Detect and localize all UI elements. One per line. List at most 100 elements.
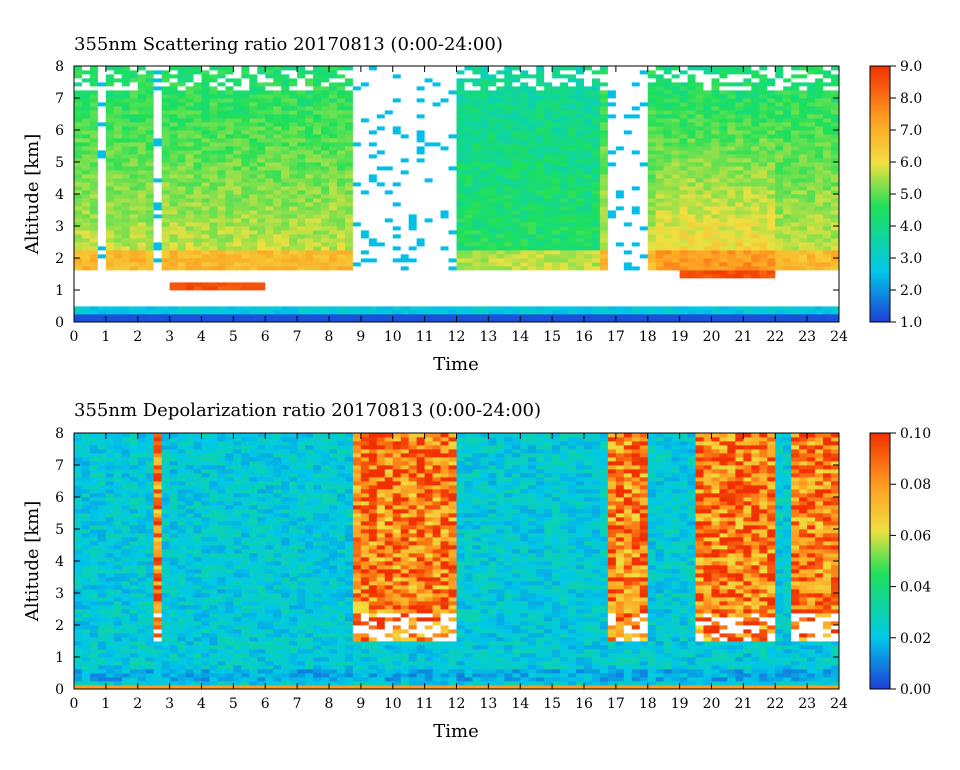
heatmap-cell xyxy=(520,86,529,91)
heatmap-cell xyxy=(647,70,657,75)
heatmap-cell xyxy=(496,258,505,263)
heatmap-cell xyxy=(241,274,250,279)
heatmap-cell xyxy=(432,66,441,71)
heatmap-cell xyxy=(81,318,91,322)
heatmap-cell xyxy=(408,206,418,211)
heatmap-cell xyxy=(424,82,433,87)
heatmap-cell xyxy=(456,234,465,239)
heatmap-cell xyxy=(544,162,553,167)
heatmap-cell xyxy=(249,294,258,299)
heatmap-cell xyxy=(552,114,561,119)
heatmap-cell xyxy=(289,142,298,147)
heatmap-cell xyxy=(74,178,83,183)
heatmap-cell xyxy=(329,254,338,259)
heatmap-cell xyxy=(424,178,433,183)
heatmap-cell xyxy=(544,122,553,127)
heatmap-cell xyxy=(408,190,418,195)
heatmap-cell xyxy=(599,290,609,295)
heatmap-cell xyxy=(552,258,561,263)
heatmap-cell xyxy=(289,90,298,95)
heatmap-cell xyxy=(145,222,155,227)
heatmap-cell xyxy=(384,106,394,111)
heatmap-cell xyxy=(512,98,521,103)
heatmap-cell xyxy=(384,102,394,107)
heatmap-cell xyxy=(161,166,171,171)
heatmap-cell xyxy=(161,226,171,231)
heatmap-cell xyxy=(185,82,194,87)
heatmap-cell xyxy=(161,138,171,143)
heatmap-cell xyxy=(400,142,410,147)
heatmap-cell xyxy=(113,110,123,115)
heatmap-cell xyxy=(297,178,306,183)
heatmap-cell xyxy=(687,106,696,111)
heatmap-cell xyxy=(249,290,258,295)
heatmap-cell xyxy=(129,262,139,267)
heatmap-cell xyxy=(663,274,673,279)
heatmap-cell xyxy=(544,146,553,151)
heatmap-cell xyxy=(584,206,593,211)
heatmap-cell xyxy=(408,158,418,163)
heatmap-cell xyxy=(265,230,274,235)
heatmap-cell xyxy=(440,110,449,115)
heatmap-cell xyxy=(432,266,441,271)
heatmap-cell xyxy=(97,174,107,179)
heatmap-cell xyxy=(177,270,186,275)
heatmap-cell xyxy=(121,282,131,287)
heatmap-cell xyxy=(607,266,617,271)
heatmap-cell xyxy=(360,98,370,103)
heatmap-cell xyxy=(480,314,489,319)
heatmap-cell xyxy=(209,254,218,259)
heatmap-cell xyxy=(400,194,410,199)
heatmap-cell xyxy=(679,70,688,75)
heatmap-cell xyxy=(193,286,202,291)
heatmap-cell xyxy=(472,270,481,275)
heatmap-cell xyxy=(281,110,290,115)
heatmap-cell xyxy=(217,286,226,291)
heatmap-cell xyxy=(520,286,529,291)
heatmap-cell xyxy=(161,238,171,243)
heatmap-cell xyxy=(663,198,673,203)
heatmap-cell xyxy=(448,86,457,91)
heatmap-cell xyxy=(81,118,91,123)
heatmap-cell xyxy=(249,310,258,315)
heatmap-cell xyxy=(137,70,147,75)
heatmap-cell xyxy=(392,286,402,291)
heatmap-cell xyxy=(368,246,378,251)
heatmap-cell xyxy=(169,222,178,227)
heatmap-cell xyxy=(113,130,123,135)
heatmap-cell xyxy=(185,262,194,267)
heatmap-cell xyxy=(360,90,370,95)
heatmap-cell xyxy=(480,142,489,147)
heatmap-cell xyxy=(504,74,513,79)
heatmap-cell xyxy=(74,106,83,111)
heatmap-cell xyxy=(536,290,545,295)
heatmap-cell xyxy=(408,74,418,79)
heatmap-cell xyxy=(137,282,147,287)
heatmap-cell xyxy=(432,166,441,171)
heatmap-cell xyxy=(297,126,306,131)
heatmap-cell xyxy=(201,246,210,251)
heatmap-cell xyxy=(424,194,433,199)
heatmap-cell xyxy=(352,298,362,303)
heatmap-cell xyxy=(105,262,115,267)
heatmap-cell xyxy=(74,158,83,163)
heatmap-cell xyxy=(448,118,457,123)
heatmap-cell xyxy=(201,114,210,119)
heatmap-cell xyxy=(599,306,609,311)
heatmap-cell xyxy=(297,282,306,287)
heatmap-cell xyxy=(576,266,585,271)
heatmap-cell xyxy=(480,118,489,123)
heatmap-cell xyxy=(496,302,505,307)
heatmap-cell xyxy=(257,158,266,163)
heatmap-cell xyxy=(584,318,593,322)
heatmap-cell xyxy=(687,290,696,295)
heatmap-cell xyxy=(504,170,513,175)
heatmap-cell xyxy=(552,298,561,303)
heatmap-cell xyxy=(655,306,665,311)
heatmap-cell xyxy=(321,130,330,135)
heatmap-cell xyxy=(233,190,242,195)
heatmap-cell xyxy=(552,178,561,183)
heatmap-cell xyxy=(639,174,649,179)
heatmap-cell xyxy=(321,66,330,71)
heatmap-cell xyxy=(520,82,529,87)
